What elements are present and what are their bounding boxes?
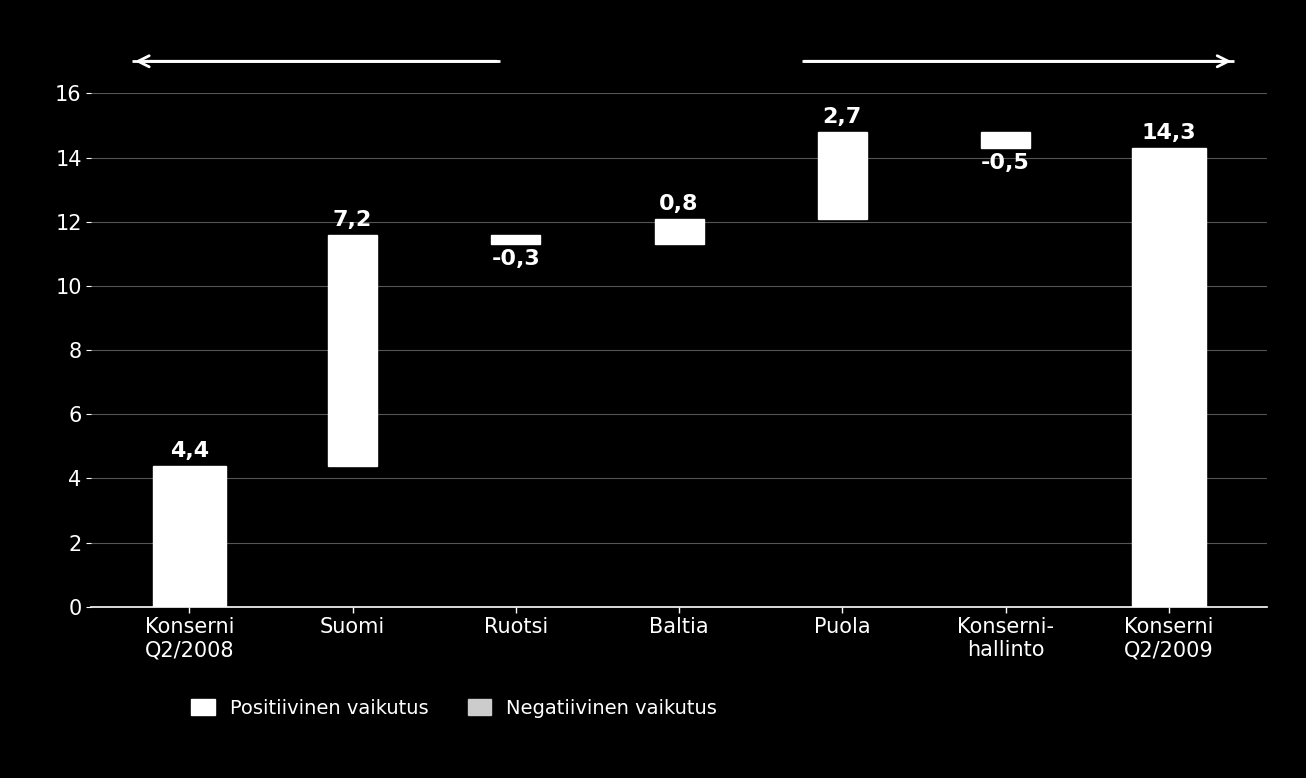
Bar [491,235,541,244]
Bar [654,219,704,244]
Text: 2,7: 2,7 [823,107,862,127]
Text: 0,8: 0,8 [660,194,699,214]
Text: -0,5: -0,5 [981,152,1030,173]
Text: 4,4: 4,4 [170,441,209,461]
Text: 14,3: 14,3 [1141,123,1196,143]
Text: 7,2: 7,2 [333,210,372,230]
Bar [981,131,1030,148]
Legend: Positiivinen vaikutus, Negatiivinen vaikutus: Positiivinen vaikutus, Negatiivinen vaik… [183,691,725,726]
Bar [818,131,867,219]
Bar [328,235,377,465]
Bar [153,465,226,607]
Text: -0,3: -0,3 [491,249,541,269]
Bar [1132,148,1205,607]
